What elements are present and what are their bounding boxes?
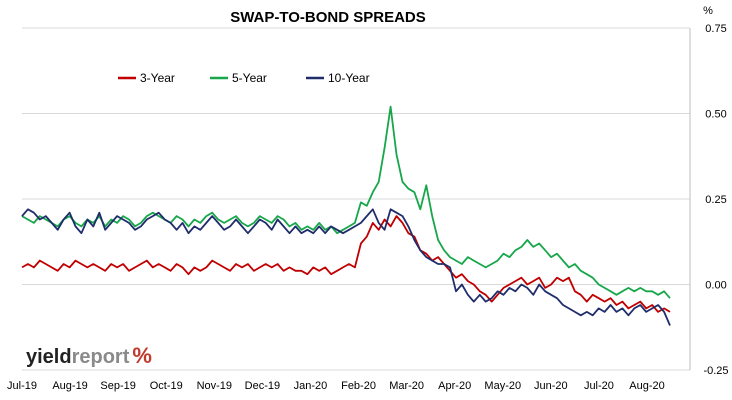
x-tick-label: Nov-19 xyxy=(197,380,232,392)
y-axis-ticks: 0.75 0.50 0.25 0.00 -0.25 xyxy=(703,23,728,377)
x-tick-label: Feb-20 xyxy=(341,380,376,392)
y-axis-unit: % xyxy=(703,5,713,17)
series-lines xyxy=(21,105,671,326)
legend: 3-Year 5-Year 10-Year xyxy=(118,71,370,85)
x-tick-label: May-20 xyxy=(484,380,521,392)
series-line-3-year xyxy=(21,215,671,313)
x-tick-label: Aug-19 xyxy=(52,380,87,392)
legend-label: 10-Year xyxy=(328,71,370,85)
x-tick-label: Oct-19 xyxy=(150,380,183,392)
x-axis-ticks: Jul-19 Aug-19 Sep-19 Oct-19 Nov-19 Dec-19 Jan-… xyxy=(7,380,665,392)
yieldreport-logo: yieldreport% xyxy=(26,343,152,368)
x-tick-label: Jun-20 xyxy=(534,380,568,392)
svg-text:yieldreport%: yieldreport% xyxy=(26,343,152,368)
x-tick-label: Aug-20 xyxy=(629,380,664,392)
logo-percent: % xyxy=(132,343,152,368)
x-tick-label: Sep-19 xyxy=(100,380,135,392)
logo-text-yield: yield xyxy=(26,346,72,368)
logo-text-report: report xyxy=(72,346,130,368)
x-tick-label: Mar-20 xyxy=(389,380,424,392)
y-tick-label: 0.25 xyxy=(705,194,726,206)
y-tick-label: 0.50 xyxy=(705,109,726,121)
gridlines xyxy=(22,113,690,371)
x-tick-label: Dec-19 xyxy=(245,380,280,392)
x-tick-label: Jul-19 xyxy=(7,380,37,392)
y-tick-label: 0.75 xyxy=(705,23,726,35)
y-tick-label: 0.00 xyxy=(705,280,726,292)
legend-label: 3-Year xyxy=(140,71,175,85)
plot-frame xyxy=(22,27,691,370)
y-tick-label: -0.25 xyxy=(703,365,728,377)
x-tick-label: Jul-20 xyxy=(584,380,614,392)
legend-label: 5-Year xyxy=(232,71,267,85)
chart-title: SWAP-TO-BOND SPREADS xyxy=(230,9,426,26)
series-line-10-year xyxy=(21,208,671,326)
x-tick-label: Apr-20 xyxy=(438,380,471,392)
x-tick-label: Jan-20 xyxy=(294,380,328,392)
series-line-5-year xyxy=(21,105,671,299)
